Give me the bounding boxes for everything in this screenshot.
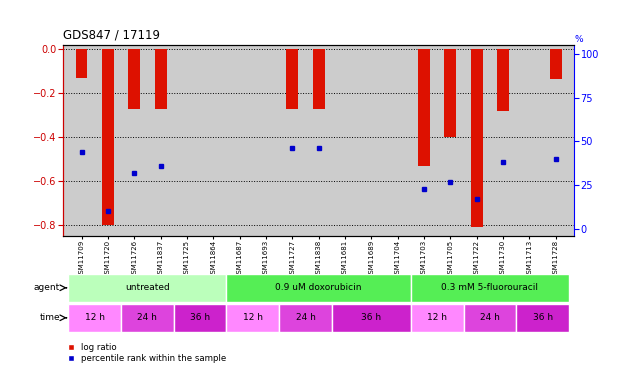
Bar: [121, 304, 174, 332]
Text: 36 h: 36 h: [190, 314, 210, 322]
Text: 0.9 uM doxorubicin: 0.9 uM doxorubicin: [275, 284, 362, 292]
Bar: [279, 304, 332, 332]
Bar: [516, 304, 569, 332]
Text: 36 h: 36 h: [533, 314, 553, 322]
Text: 12 h: 12 h: [85, 314, 105, 322]
Bar: [497, 50, 509, 111]
Legend: log ratio, percentile rank within the sample: log ratio, percentile rank within the sa…: [68, 344, 227, 363]
Text: 36 h: 36 h: [362, 314, 381, 322]
Bar: [227, 274, 411, 302]
Text: 24 h: 24 h: [480, 314, 500, 322]
Bar: [76, 50, 88, 78]
Bar: [286, 50, 298, 109]
Text: GDS847 / 17119: GDS847 / 17119: [63, 28, 160, 41]
Text: %: %: [574, 35, 583, 44]
Bar: [68, 274, 227, 302]
Bar: [444, 50, 456, 137]
Bar: [102, 50, 114, 225]
Bar: [128, 50, 140, 109]
Bar: [411, 304, 464, 332]
Text: 24 h: 24 h: [138, 314, 157, 322]
Text: 24 h: 24 h: [295, 314, 316, 322]
Bar: [464, 304, 516, 332]
Bar: [155, 50, 167, 109]
Text: 12 h: 12 h: [427, 314, 447, 322]
Text: time: time: [39, 314, 60, 322]
Bar: [68, 304, 121, 332]
Bar: [227, 304, 279, 332]
Bar: [418, 50, 430, 166]
Bar: [550, 50, 562, 79]
Text: untreated: untreated: [125, 284, 170, 292]
Bar: [471, 50, 483, 228]
Bar: [313, 50, 324, 109]
Bar: [332, 304, 411, 332]
Text: 0.3 mM 5-fluorouracil: 0.3 mM 5-fluorouracil: [442, 284, 538, 292]
Text: 12 h: 12 h: [243, 314, 262, 322]
Bar: [174, 304, 227, 332]
Bar: [411, 274, 569, 302]
Text: agent: agent: [33, 284, 60, 292]
